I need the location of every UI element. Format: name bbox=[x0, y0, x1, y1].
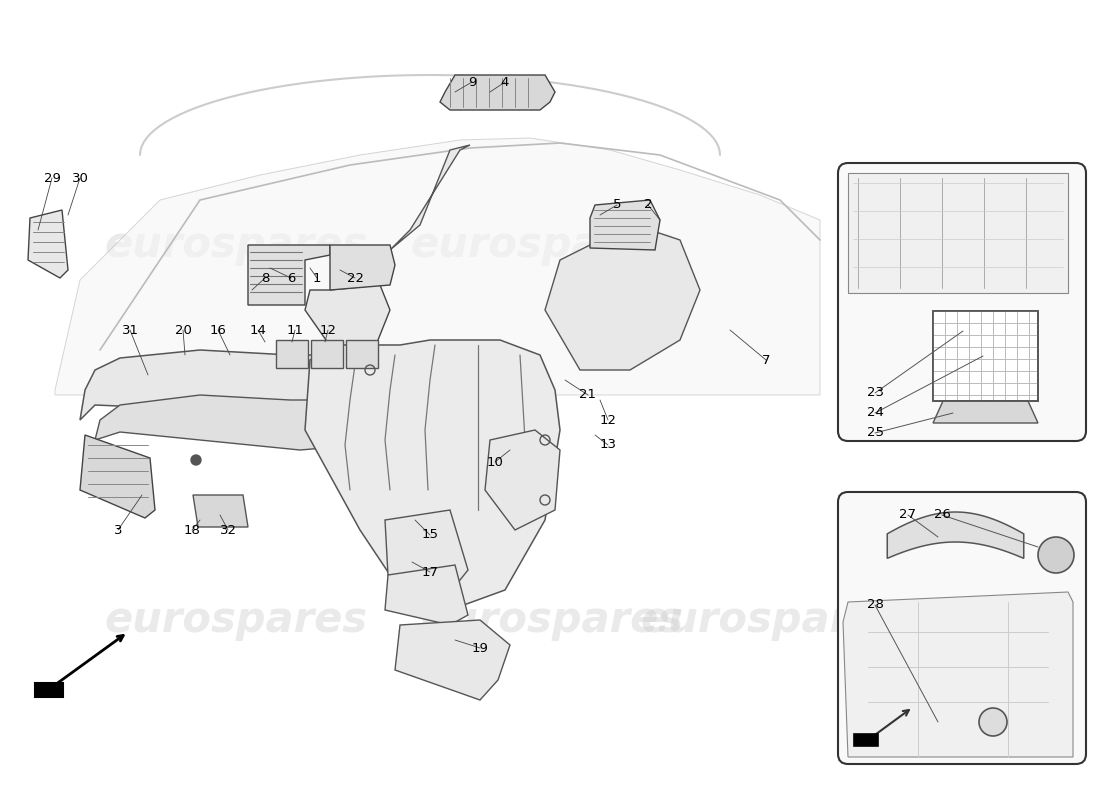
Text: 18: 18 bbox=[184, 523, 200, 537]
Text: 2: 2 bbox=[644, 198, 652, 211]
Text: 32: 32 bbox=[220, 523, 236, 537]
Polygon shape bbox=[305, 285, 390, 360]
Polygon shape bbox=[544, 230, 700, 370]
Polygon shape bbox=[888, 512, 1024, 558]
Bar bbox=[854, 734, 878, 746]
Polygon shape bbox=[80, 350, 390, 425]
Text: eurospares: eurospares bbox=[420, 599, 683, 641]
Bar bbox=[311, 340, 343, 368]
Text: 26: 26 bbox=[934, 509, 950, 522]
Polygon shape bbox=[55, 138, 820, 395]
FancyBboxPatch shape bbox=[838, 492, 1086, 764]
Polygon shape bbox=[485, 430, 560, 530]
Bar bbox=[346, 340, 378, 368]
Polygon shape bbox=[395, 620, 510, 700]
Text: 12: 12 bbox=[600, 414, 616, 426]
Text: 10: 10 bbox=[486, 455, 504, 469]
Text: 17: 17 bbox=[421, 566, 439, 578]
Polygon shape bbox=[248, 245, 330, 305]
FancyBboxPatch shape bbox=[838, 163, 1086, 441]
Text: eurospares: eurospares bbox=[104, 224, 368, 266]
Text: 14: 14 bbox=[250, 323, 266, 337]
Circle shape bbox=[979, 708, 1006, 736]
Text: 16: 16 bbox=[210, 323, 227, 337]
Text: 1: 1 bbox=[312, 271, 321, 285]
Polygon shape bbox=[28, 210, 68, 278]
Text: 19: 19 bbox=[472, 642, 488, 654]
Polygon shape bbox=[590, 200, 660, 250]
Text: 24: 24 bbox=[867, 406, 883, 419]
Text: 15: 15 bbox=[421, 529, 439, 542]
Circle shape bbox=[191, 455, 201, 465]
Text: 3: 3 bbox=[113, 523, 122, 537]
Text: 27: 27 bbox=[900, 509, 916, 522]
Text: 20: 20 bbox=[175, 323, 191, 337]
Text: 13: 13 bbox=[600, 438, 616, 451]
Polygon shape bbox=[390, 145, 470, 250]
Text: 6: 6 bbox=[287, 271, 295, 285]
Polygon shape bbox=[80, 435, 155, 518]
Text: 12: 12 bbox=[319, 323, 337, 337]
Polygon shape bbox=[440, 75, 556, 110]
Text: 4: 4 bbox=[500, 75, 509, 89]
Text: 28: 28 bbox=[867, 598, 883, 611]
Text: 7: 7 bbox=[761, 354, 770, 366]
Polygon shape bbox=[848, 173, 1068, 293]
Polygon shape bbox=[192, 495, 248, 527]
Text: 30: 30 bbox=[72, 171, 88, 185]
Text: 11: 11 bbox=[286, 323, 304, 337]
Text: 21: 21 bbox=[580, 389, 596, 402]
Text: 25: 25 bbox=[867, 426, 883, 439]
Text: 8: 8 bbox=[261, 271, 270, 285]
Bar bbox=[276, 340, 308, 368]
Polygon shape bbox=[385, 565, 468, 625]
Text: 22: 22 bbox=[346, 271, 363, 285]
Polygon shape bbox=[843, 592, 1072, 757]
Text: eurospares: eurospares bbox=[104, 599, 368, 641]
Polygon shape bbox=[933, 401, 1038, 423]
Bar bbox=[933, 311, 1038, 401]
Bar bbox=[35, 683, 63, 697]
Text: 9: 9 bbox=[468, 75, 476, 89]
Text: 29: 29 bbox=[44, 171, 60, 185]
Polygon shape bbox=[95, 395, 360, 450]
Text: eurospares: eurospares bbox=[640, 599, 903, 641]
Text: 23: 23 bbox=[867, 386, 883, 399]
Circle shape bbox=[1038, 537, 1074, 573]
Polygon shape bbox=[330, 245, 395, 290]
Bar bbox=[933, 311, 1038, 401]
Polygon shape bbox=[385, 510, 468, 590]
Text: 31: 31 bbox=[121, 323, 139, 337]
Text: eurospares: eurospares bbox=[410, 224, 673, 266]
Text: 5: 5 bbox=[613, 198, 621, 211]
Polygon shape bbox=[305, 340, 560, 610]
